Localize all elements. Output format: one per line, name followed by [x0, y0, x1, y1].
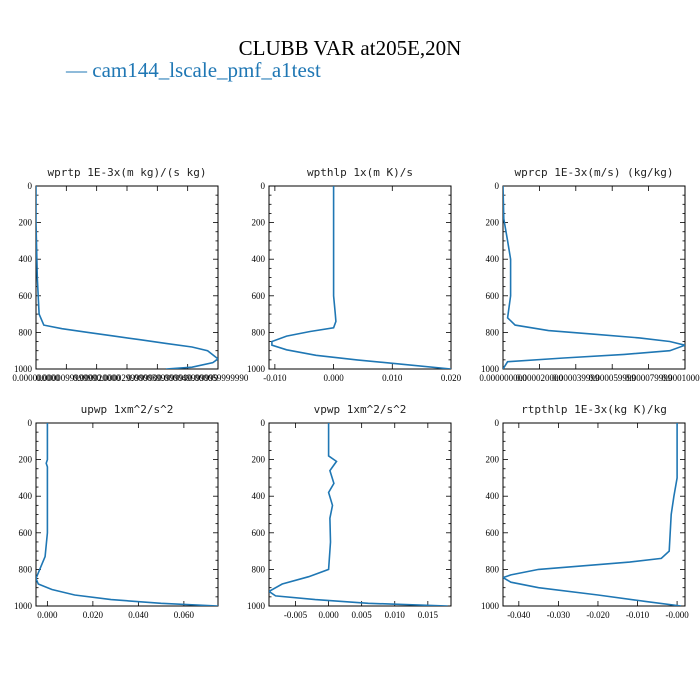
legend: — cam144_lscale_pmf_a1test: [66, 58, 321, 83]
y-tick-label: 400: [486, 491, 500, 501]
y-tick-label: 800: [252, 564, 266, 574]
y-tick-label: 200: [252, 218, 266, 228]
x-tick-label: -0.040: [507, 610, 531, 620]
x-tick-label: -0.005: [284, 610, 308, 620]
y-tick-label: 200: [486, 218, 500, 228]
y-tick-label: 800: [486, 327, 500, 337]
x-tick-label: 0.000059999: [589, 373, 637, 383]
panel-title: wpthlp 1x(m K)/s: [307, 166, 413, 179]
x-tick-label: -0.010: [626, 610, 650, 620]
panel-3: wprcp 1E-3x(m/s) (kg/kg) 0 200 400 600 800 100…: [479, 166, 700, 383]
y-tick-label: 1000: [14, 364, 33, 374]
y-tick-label: 800: [486, 564, 500, 574]
legend-line-icon: —: [66, 58, 87, 82]
y-tick-label: 200: [486, 455, 500, 465]
y-tick-label: 0: [28, 418, 33, 428]
panel-title: wprcp 1E-3x(m/s) (kg/kg): [515, 166, 674, 179]
y-tick-label: 800: [252, 327, 266, 337]
legend-series-label: cam144_lscale_pmf_a1test: [92, 58, 321, 82]
x-tick-label: 0.000000000: [12, 373, 60, 383]
plot-frame: [35, 185, 219, 370]
plot-frame: [502, 185, 686, 370]
x-tick-label: 0.000029999990: [97, 373, 158, 383]
x-tick-label: 0.040: [128, 610, 149, 620]
y-tick-label: 600: [252, 291, 266, 301]
x-tick-label: 0.000100000: [661, 373, 700, 383]
x-tick-label: -0.010: [263, 373, 287, 383]
panel-5: vpwp 1xm^2/s^2 0 200 400 600 800 1000 -0.005 0.0…: [247, 403, 452, 620]
x-tick-label: 0.000020000: [73, 373, 121, 383]
x-tick-label: -0.030: [547, 610, 571, 620]
plot-frame: [268, 422, 452, 607]
panel-title: wprtp 1E-3x(m kg)/(s kg): [48, 166, 207, 179]
series-line: [503, 186, 685, 369]
x-tick-label: 0.020: [441, 373, 462, 383]
panel-1: wprtp 1E-3x(m kg)/(s kg) 0 200 400 600 800 100…: [12, 166, 249, 383]
y-tick-label: 400: [19, 491, 33, 501]
panel-title: rtpthlp 1E-3x(kg K)/kg: [521, 403, 667, 416]
x-tick-label: -0.000: [665, 610, 689, 620]
x-tick-label: 0.010: [385, 610, 406, 620]
x-tick-label: 0.000: [323, 373, 344, 383]
x-tick-label: 0.000079999: [625, 373, 673, 383]
y-tick-label: 600: [486, 528, 500, 538]
series-line: [36, 186, 218, 369]
panel-4: upwp 1xm^2/s^2 0 200 400 600 800 1000 0.000 0.02…: [14, 403, 219, 620]
y-tick-label: 1000: [247, 601, 266, 611]
x-tick-label: 0.000020000: [516, 373, 564, 383]
series-line: [503, 423, 682, 606]
x-tick-label: 0.000039999: [552, 373, 600, 383]
y-tick-label: 600: [19, 528, 33, 538]
y-tick-label: 1000: [247, 364, 266, 374]
y-tick-label: 400: [252, 254, 266, 264]
y-tick-label: 200: [19, 455, 33, 465]
panel-2: wpthlp 1x(m K)/s 0 200 400 600 800 1000-0.010 0…: [247, 166, 462, 383]
series-line: [36, 423, 218, 606]
plot-frame: [35, 422, 219, 607]
x-tick-label: 0.000: [318, 610, 339, 620]
series-line: [269, 423, 448, 606]
y-tick-label: 0: [28, 181, 33, 191]
x-tick-label: 0.000009999999: [36, 373, 97, 383]
y-tick-label: 0: [261, 418, 266, 428]
plot-frame: [502, 422, 686, 607]
x-tick-label: 0.000: [37, 610, 58, 620]
x-tick-label: -0.020: [586, 610, 610, 620]
x-tick-label: 0.000039999999: [127, 373, 188, 383]
x-tick-label: 0.000000000: [479, 373, 527, 383]
panel-6: rtpthlp 1E-3x(kg K)/kg02004006008001000-…: [481, 403, 689, 620]
x-tick-label: 0.020: [83, 610, 104, 620]
x-tick-label: 0.060: [174, 610, 195, 620]
x-tick-label: 0.015: [418, 610, 439, 620]
x-tick-label: 0.010: [382, 373, 403, 383]
y-tick-label: 1000: [481, 601, 500, 611]
y-tick-label: 600: [486, 291, 500, 301]
y-tick-label: 1000: [14, 601, 33, 611]
y-tick-label: 800: [19, 327, 33, 337]
y-tick-label: 0: [495, 418, 500, 428]
page-title: CLUBB VAR at205E,20N: [238, 36, 462, 60]
panel-title: vpwp 1xm^2/s^2: [314, 403, 407, 416]
series-line: [271, 186, 451, 369]
y-tick-label: 400: [486, 254, 500, 264]
y-tick-label: 1000: [481, 364, 500, 374]
y-tick-label: 200: [252, 455, 266, 465]
y-tick-label: 600: [252, 528, 266, 538]
x-tick-label: 0.000049999999: [157, 373, 218, 383]
x-tick-label: 0.005: [352, 610, 373, 620]
y-tick-label: 800: [19, 564, 33, 574]
plot-frame: [268, 185, 452, 370]
y-tick-label: 0: [261, 181, 266, 191]
y-tick-label: 400: [252, 491, 266, 501]
panel-title: upwp 1xm^2/s^2: [81, 403, 174, 416]
y-tick-label: 600: [19, 291, 33, 301]
y-tick-label: 0: [495, 181, 500, 191]
y-tick-label: 200: [19, 218, 33, 228]
x-tick-label: 0.000059999990: [188, 373, 249, 383]
y-tick-label: 400: [19, 254, 33, 264]
